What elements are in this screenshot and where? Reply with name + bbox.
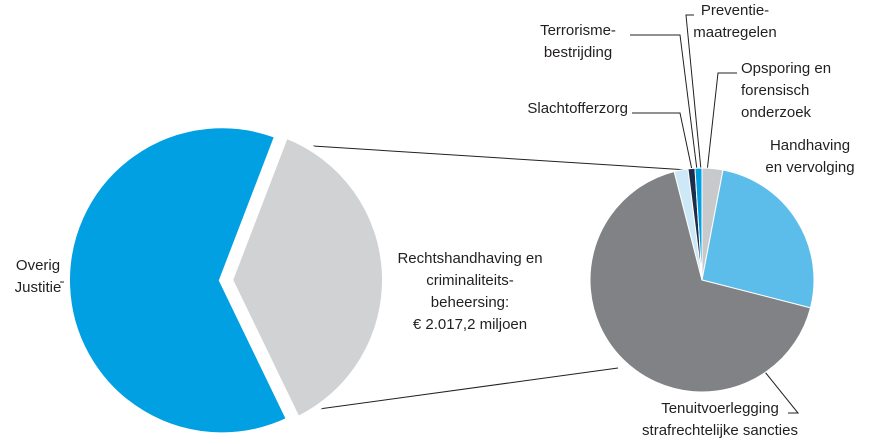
leader [706, 72, 737, 173]
connector [296, 367, 619, 413]
connector [296, 144, 689, 171]
leader-lines [60, 14, 800, 414]
pie-slice [694, 167, 703, 281]
pie-slice [226, 131, 388, 424]
slice-label: Opsporing en forensisch onderzoek [741, 60, 831, 121]
leader [685, 14, 702, 171]
leader [630, 34, 698, 171]
slice-label: Terrorisme-bestrijding [540, 22, 616, 61]
leader [764, 371, 800, 414]
slice-label: Handhaving en vervolging [765, 137, 854, 176]
slice-label: Preventie-maatregelen [693, 2, 776, 41]
slice-label: Slachtofferzorg [527, 100, 628, 117]
slice-label: Tenuitvoerlegging strafrechtelijke sancti… [642, 400, 798, 439]
pie-slice [589, 170, 812, 393]
pie-slice [64, 122, 294, 439]
pie-slice [701, 169, 815, 309]
leader [632, 112, 693, 171]
slice-label: Rechtshandhaving en criminaliteits-beheer… [397, 250, 542, 333]
slice-label: Overig Justitie [15, 257, 62, 296]
